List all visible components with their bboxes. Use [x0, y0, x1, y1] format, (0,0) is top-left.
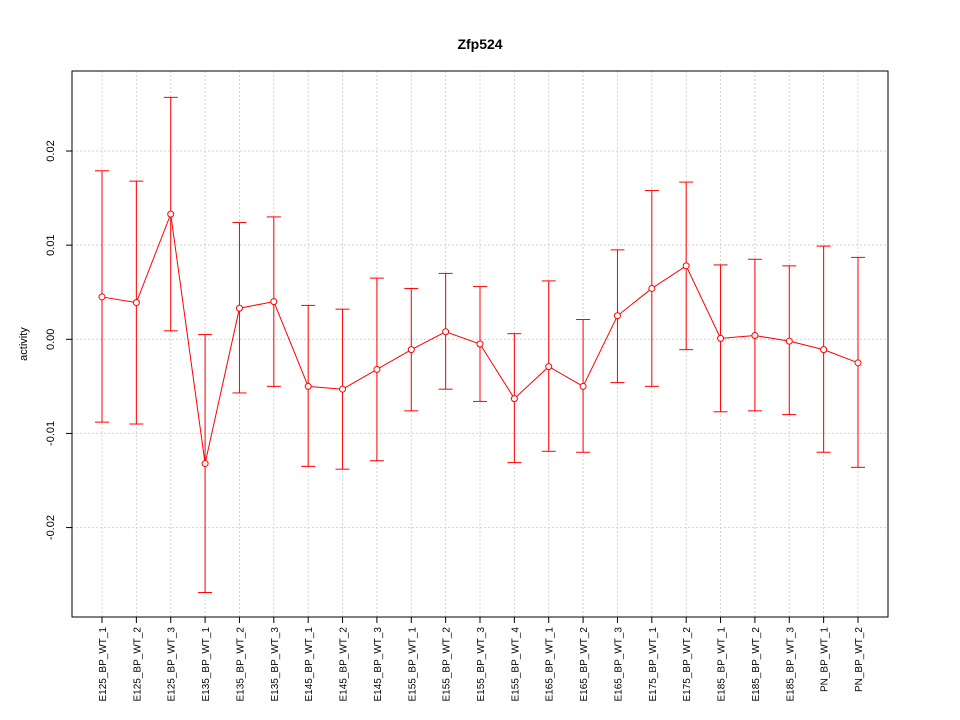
data-point: [167, 210, 175, 218]
x-tick-label: E165_BP_WT_2: [579, 627, 590, 702]
x-tick-label: E175_BP_WT_2: [682, 627, 693, 702]
y-tick-label: -0.01: [45, 421, 57, 446]
data-point: [820, 346, 828, 354]
x-tick-label: E155_BP_WT_4: [510, 627, 521, 702]
x-tick-label: PN_BP_WT_1: [820, 627, 831, 692]
data-point: [98, 293, 106, 301]
x-tick-label: PN_BP_WT_2: [854, 627, 865, 692]
y-tick-label: -0.02: [45, 515, 57, 540]
x-tick-label: E185_BP_WT_3: [785, 627, 796, 702]
y-axis-label: activity: [18, 327, 30, 361]
data-point: [407, 346, 415, 354]
x-tick-label: E155_BP_WT_2: [442, 627, 453, 702]
x-tick-label: E155_BP_WT_3: [476, 627, 487, 702]
data-point: [304, 382, 312, 390]
plot-frame: [71, 70, 889, 618]
y-tick-label: 0.01: [45, 234, 57, 255]
x-tick-label: E145_BP_WT_3: [373, 627, 384, 702]
data-points: [98, 210, 862, 468]
x-tick-label: E135_BP_WT_3: [270, 627, 281, 702]
x-tick-label: E125_BP_WT_3: [167, 627, 178, 702]
data-point: [132, 299, 140, 307]
chart-title: Zfp524: [457, 36, 502, 52]
data-point: [235, 304, 243, 312]
y-tick-label: 0.00: [45, 329, 57, 350]
data-point: [339, 385, 347, 393]
x-axis: E125_BP_WT_1 E125_BP_WT_2 E125_BP_WT_3 E135…: [98, 617, 865, 702]
x-tick-label: E125_BP_WT_2: [132, 627, 143, 702]
x-tick-label: E155_BP_WT_1: [407, 627, 418, 702]
data-point: [751, 332, 759, 340]
x-tick-label: E185_BP_WT_1: [717, 627, 728, 702]
data-point: [613, 312, 621, 320]
data-point: [373, 365, 381, 373]
data-point: [854, 359, 862, 367]
data-point: [717, 334, 725, 342]
data-point: [510, 395, 518, 403]
data-point: [545, 363, 553, 371]
x-tick-label: E135_BP_WT_2: [235, 627, 246, 702]
data-point: [201, 460, 209, 468]
x-tick-label: E165_BP_WT_1: [545, 627, 556, 702]
x-tick-label: E175_BP_WT_1: [648, 627, 659, 702]
x-tick-label: E185_BP_WT_2: [751, 627, 762, 702]
y-tick-label: 0.02: [45, 140, 57, 161]
data-point: [785, 337, 793, 345]
data-point: [442, 328, 450, 336]
y-axis: -0.02 -0.01 0.00 0.01 0.02: [45, 140, 72, 540]
data-point: [648, 284, 656, 292]
x-tick-label: E145_BP_WT_1: [304, 627, 315, 702]
data-point: [270, 298, 278, 306]
x-tick-label: E135_BP_WT_1: [201, 627, 212, 702]
x-tick-label: E125_BP_WT_1: [98, 627, 109, 702]
data-point: [579, 382, 587, 390]
data-point: [682, 262, 690, 270]
x-tick-label: E145_BP_WT_2: [339, 627, 350, 702]
x-tick-label: E165_BP_WT_3: [613, 627, 624, 702]
data-point: [476, 340, 484, 348]
